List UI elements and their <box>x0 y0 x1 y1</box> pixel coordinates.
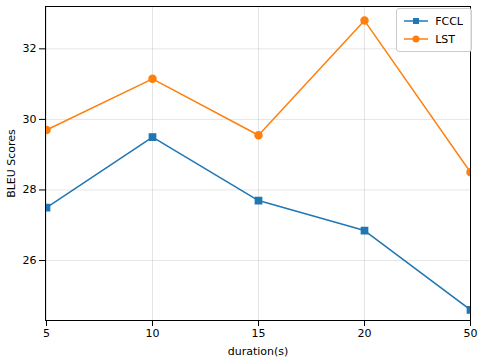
svg-text:10: 10 <box>146 327 160 340</box>
svg-text:5: 5 <box>43 327 50 340</box>
svg-text:15: 15 <box>252 327 266 340</box>
svg-text:26: 26 <box>23 254 37 267</box>
html-text:FCCL: FCCL <box>435 14 463 28</box>
svg-text:duration(s): duration(s) <box>228 345 289 358</box>
svg-text:32: 32 <box>23 42 37 55</box>
html-text:LST: LST <box>435 32 455 46</box>
svg-text:30: 30 <box>23 113 37 126</box>
svg-text:28: 28 <box>23 183 37 196</box>
svg-text:20: 20 <box>358 327 372 340</box>
svg-text:50: 50 <box>464 327 478 340</box>
svg-text:BLEU Scores: BLEU Scores <box>5 129 18 198</box>
